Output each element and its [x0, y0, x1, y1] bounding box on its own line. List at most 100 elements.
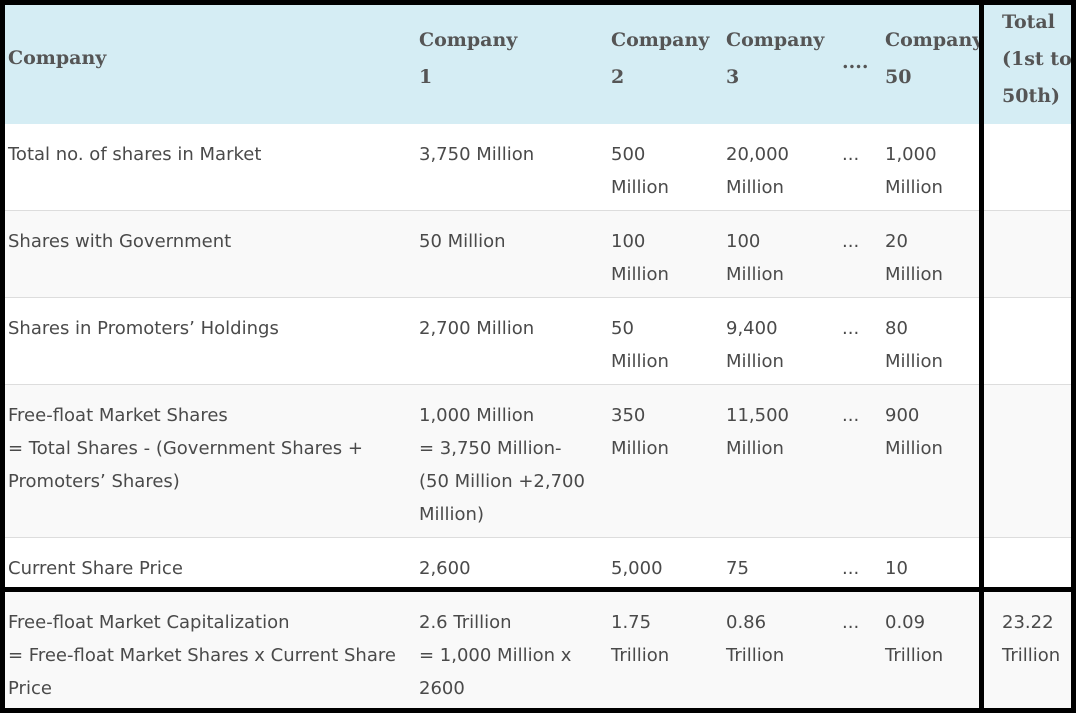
cell-value: 80 Million: [885, 312, 1075, 378]
cell-ellipsis: ...: [842, 312, 872, 345]
cell-ellipsis-line: ...: [842, 144, 860, 165]
header-company-1: Company 1: [419, 22, 529, 96]
total-value: 23.22 Trillion: [1002, 606, 1072, 672]
row-divider: [0, 210, 1076, 211]
cell-value-line: 2.6 Trillion: [419, 612, 512, 633]
row-label: Free-float Market Shares = Total Shares -…: [8, 399, 408, 498]
cell-value: 0.86 Trillion: [726, 606, 916, 672]
cell-value-line: 100: [726, 231, 761, 252]
cell-ellipsis: ...: [842, 138, 872, 171]
cell-value-line: 1,000: [885, 144, 937, 165]
header-company-2-line: 2: [611, 66, 625, 88]
cell-value-line: 2,600: [419, 558, 471, 579]
cell-value-line: 80: [885, 318, 908, 339]
cell-value: 500 Million: [611, 138, 801, 204]
header-ellipsis: ....: [842, 44, 872, 81]
header-total: Total (1st to 50th): [1002, 4, 1072, 115]
header-company-5-line: 50: [885, 66, 912, 88]
cell-value-line: 20,000: [726, 144, 789, 165]
row-divider: [0, 537, 1076, 538]
cell-ellipsis: ...: [842, 552, 872, 585]
cell-value-line: Million: [726, 351, 784, 372]
cell-value-line: Million: [611, 438, 669, 459]
row-label-line: Promoters’ Shares): [8, 471, 180, 492]
cell-ellipsis-line: ...: [842, 318, 860, 339]
cell-value-line: Trillion: [611, 645, 670, 666]
row-divider: [0, 384, 1076, 385]
cell-value-line: 1,000 Million: [419, 405, 535, 426]
cell-value-line: Trillion: [726, 645, 785, 666]
row-label-line: Shares with Government: [8, 231, 232, 252]
cell-value: 100 Million: [726, 225, 916, 291]
row-label-line: Free-float Market Shares: [8, 405, 228, 426]
cell-ellipsis-line: ...: [842, 558, 860, 579]
row-label: Current Share Price: [8, 552, 408, 585]
cell-value-line: 5,000: [611, 558, 663, 579]
row-label-line: = Free-float Market Shares x Current Sha…: [8, 645, 396, 666]
cell-value: 20,000 Million: [726, 138, 916, 204]
cell-value-line: 500: [611, 144, 646, 165]
cell-value-line: = 1,000 Million x: [419, 645, 572, 666]
cell-value-line: 350: [611, 405, 646, 426]
cell-value-line: 9,400: [726, 318, 778, 339]
row-label: Shares in Promoters’ Holdings: [8, 312, 408, 345]
cell-value: 50 Million: [611, 312, 801, 378]
cell-value: 2.6 Trillion = 1,000 Million x 2600: [419, 606, 609, 705]
cell-value: 10: [885, 552, 1075, 585]
cell-value-line: Million: [726, 264, 784, 285]
header-company-3: Company 3: [726, 22, 836, 96]
cell-value-line: 75: [726, 558, 749, 579]
cell-value-line: 3,750 Million: [419, 144, 535, 165]
row-label-line: Shares in Promoters’ Holdings: [8, 318, 279, 339]
row-label: Free-float Market Capitalization = Free-f…: [8, 606, 408, 705]
cell-value-line: Million: [885, 438, 943, 459]
header-company-5-line: Company: [885, 29, 984, 51]
row-label: Shares with Government: [8, 225, 408, 258]
cell-value: 3,750 Million: [419, 138, 609, 171]
header-company-3-line: Company: [726, 29, 825, 51]
cell-value-line: 11,500: [726, 405, 789, 426]
row-background: [0, 385, 1076, 538]
cell-value: 2,600: [419, 552, 609, 585]
cell-value-line: 50: [611, 318, 634, 339]
row-background: [0, 592, 1076, 713]
cell-ellipsis-line: ...: [842, 231, 860, 252]
row-background: [0, 298, 1076, 385]
cell-value-line: Trillion: [885, 645, 944, 666]
row-divider: [0, 297, 1076, 298]
cell-value-line: 10: [885, 558, 908, 579]
total-value-line: 23.22: [1002, 612, 1054, 633]
cell-value-line: (50 Million +2,700: [419, 471, 585, 492]
cell-value-line: 900: [885, 405, 920, 426]
header-ellipsis-line: ....: [842, 51, 869, 73]
cell-value-line: Million: [726, 438, 784, 459]
row-label-line: Free-float Market Capitalization: [8, 612, 290, 633]
cell-value: 2,700 Million: [419, 312, 609, 345]
row-background: [0, 538, 1076, 592]
cell-ellipsis: ...: [842, 225, 872, 258]
header-company-2: Company 2: [611, 22, 721, 96]
cell-value: 11,500 Million: [726, 399, 916, 465]
cell-ellipsis: ...: [842, 606, 872, 639]
header-company-3-line: 3: [726, 66, 740, 88]
header-company-label: Company: [8, 47, 107, 69]
cell-ellipsis-line: ...: [842, 405, 860, 426]
cell-value: 100 Million: [611, 225, 801, 291]
header-total-line: Total: [1002, 11, 1055, 33]
cell-value: 1,000 Million = 3,750 Million- (50 Million…: [419, 399, 609, 531]
cell-value-line: Million: [726, 177, 784, 198]
cell-value-line: 1.75: [611, 612, 652, 633]
cell-value: 1,000 Million: [885, 138, 1075, 204]
cell-value-line: 100: [611, 231, 646, 252]
cell-ellipsis-line: ...: [842, 612, 860, 633]
cell-value-line: 0.09: [885, 612, 926, 633]
header-company-2-line: Company: [611, 29, 710, 51]
cell-value: 900 Million: [885, 399, 1075, 465]
header-total-line: (1st to: [1002, 48, 1072, 70]
cell-value-line: 0.86: [726, 612, 767, 633]
header-background: [0, 0, 1076, 124]
total-value-line: Trillion: [1002, 645, 1061, 666]
cell-value-line: 2,700 Million: [419, 318, 535, 339]
cell-value: 20 Million: [885, 225, 1075, 291]
header-company-1-line: Company: [419, 29, 518, 51]
